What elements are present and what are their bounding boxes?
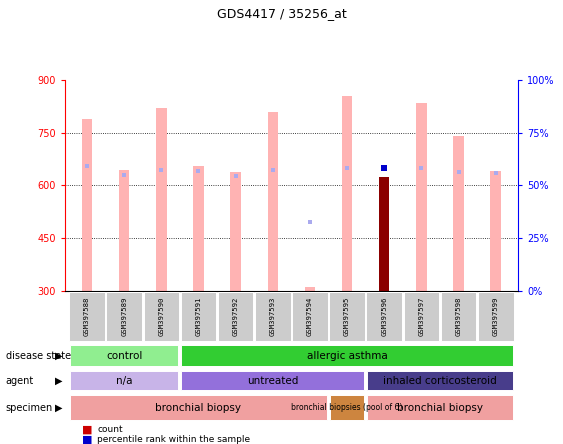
Bar [181, 345, 513, 366]
Text: GSM397593: GSM397593 [270, 297, 276, 336]
Bar [69, 292, 105, 341]
Bar [106, 292, 142, 341]
Text: disease state: disease state [6, 351, 71, 361]
Bar [193, 166, 204, 291]
Bar [329, 292, 365, 341]
Bar [267, 111, 278, 291]
Text: GSM397596: GSM397596 [381, 297, 387, 336]
Bar [230, 172, 241, 291]
Text: GSM397597: GSM397597 [418, 297, 425, 336]
Bar [453, 136, 464, 291]
Bar [292, 292, 328, 341]
Text: ■: ■ [82, 435, 92, 444]
Bar [379, 177, 390, 291]
Bar [367, 395, 513, 420]
Bar [379, 177, 390, 291]
Text: bronchial biopsies (pool of 6): bronchial biopsies (pool of 6) [292, 403, 403, 412]
Text: GSM397599: GSM397599 [493, 297, 499, 336]
Text: n/a: n/a [116, 376, 132, 385]
Bar [218, 292, 253, 341]
Bar [70, 395, 327, 420]
Text: ▶: ▶ [55, 403, 63, 412]
Text: specimen: specimen [6, 403, 53, 412]
Text: GSM397595: GSM397595 [344, 297, 350, 336]
Bar [70, 370, 178, 391]
Bar [367, 292, 402, 341]
Text: GSM397592: GSM397592 [233, 297, 239, 336]
Bar [305, 287, 315, 291]
Bar [70, 345, 178, 366]
Bar [404, 292, 439, 341]
Bar [156, 108, 167, 291]
Text: GSM397589: GSM397589 [121, 297, 127, 336]
Text: GSM397591: GSM397591 [195, 297, 202, 336]
Text: ■: ■ [82, 425, 92, 435]
Bar [478, 292, 513, 341]
Bar [255, 292, 291, 341]
Text: count: count [97, 425, 123, 434]
Bar [416, 103, 427, 291]
Bar [181, 370, 364, 391]
Text: GSM397590: GSM397590 [158, 297, 164, 336]
Bar [144, 292, 179, 341]
Text: GSM397598: GSM397598 [455, 297, 462, 336]
Bar [82, 119, 92, 291]
Text: percentile rank within the sample: percentile rank within the sample [97, 435, 251, 444]
Text: bronchial biopsy: bronchial biopsy [397, 403, 483, 412]
Bar [441, 292, 476, 341]
Bar [367, 370, 513, 391]
Bar [330, 395, 364, 420]
Text: ▶: ▶ [55, 351, 63, 361]
Text: untreated: untreated [247, 376, 298, 385]
Bar [490, 171, 501, 291]
Text: ▶: ▶ [55, 376, 63, 385]
Bar [342, 96, 352, 291]
Text: inhaled corticosteroid: inhaled corticosteroid [383, 376, 497, 385]
Text: GSM397588: GSM397588 [84, 297, 90, 336]
Text: allergic asthma: allergic asthma [307, 351, 387, 361]
Text: agent: agent [6, 376, 34, 385]
Bar [119, 170, 129, 291]
Text: GSM397594: GSM397594 [307, 297, 313, 336]
Text: bronchial biopsy: bronchial biopsy [155, 403, 242, 412]
Bar [181, 292, 216, 341]
Text: GDS4417 / 35256_at: GDS4417 / 35256_at [217, 7, 346, 20]
Text: control: control [106, 351, 142, 361]
